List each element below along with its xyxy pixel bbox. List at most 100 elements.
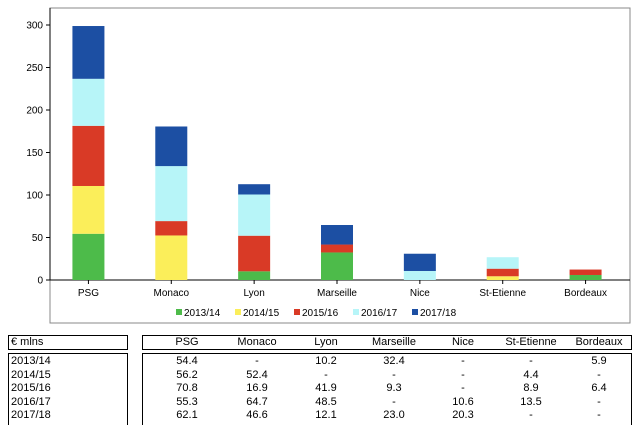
y-tick-label: 150 (26, 148, 43, 159)
table-cell: 46.6 (246, 409, 268, 422)
legend-label: 2016/17 (361, 308, 398, 319)
x-tick-label: Bordeaux (564, 288, 607, 299)
table-cell: - (529, 355, 533, 367)
y-tick-label: 50 (32, 233, 44, 244)
table-cell: 16.9 (246, 382, 268, 395)
table-cell: 5.9 (591, 355, 607, 367)
legend-swatch (294, 309, 300, 315)
table-cell: 10.2 (315, 355, 337, 367)
bar-segment-st-etienne-2015-16 (486, 268, 519, 277)
table-header-right: PSG Monaco Lyon Marseille Nice St-Etienne Bord… (142, 335, 632, 350)
data-table: € mlns PSG Monaco Lyon Marseille Nice St-Etie… (4, 335, 634, 425)
table-cell: - (392, 395, 396, 408)
table-row-label: 2017/18 (11, 409, 51, 422)
bar-segment-lyon-2017-18 (238, 184, 271, 195)
bar-segment-monaco-2017-18 (155, 126, 188, 167)
table-cell: 32.4 (383, 355, 405, 367)
bar-segment-psg-2016-17 (72, 78, 105, 126)
x-axis-labels: PSG Monaco Lyon Marseille Nice St-Etienne Bord… (78, 280, 607, 299)
table-cell: - (461, 368, 465, 381)
bar-segment-psg-2015-16 (72, 125, 105, 186)
table-cell: 20.3 (452, 409, 474, 422)
legend-label: 2017/18 (420, 308, 457, 319)
bar-segment-monaco-2014-15 (155, 235, 188, 280)
table-cell: 23.0 (383, 409, 405, 422)
legend-swatch (235, 309, 241, 315)
table-cell: 12.1 (315, 409, 337, 422)
table-cell: - (529, 409, 533, 422)
bar-segment-marseille-2013-14 (321, 252, 353, 280)
legend-swatch (412, 309, 418, 315)
table-row-labels: 2013/14 2014/15 2015/16 2016/17 2017/18 (8, 353, 128, 425)
table-cell: 54.4 (176, 355, 198, 367)
table-cell: 55.3 (176, 395, 198, 408)
table-cell: 6.4 (591, 382, 607, 395)
bar-stacks (72, 26, 602, 280)
x-tick-label: Lyon (243, 288, 264, 299)
y-tick-label: 200 (26, 106, 43, 117)
table-cell: 48.5 (315, 395, 337, 408)
table-header-left: € mlns (8, 335, 128, 350)
legend-swatch (176, 309, 182, 315)
table-cell: 9.3 (386, 382, 402, 395)
bar-segment-st-etienne-2014-15 (486, 276, 519, 280)
bar-segment-marseille-2015-16 (321, 244, 353, 253)
y-tick-label: 100 (26, 191, 43, 202)
table-row-label: 2014/15 (11, 368, 51, 381)
table-column-header: Marseille (371, 336, 416, 348)
table-cell: 4.4 (523, 368, 539, 381)
legend-label: 2014/15 (243, 308, 280, 319)
table-column-header: PSG (175, 336, 199, 348)
table-cell: - (324, 368, 328, 381)
bar-segment-bordeaux-2013-14 (569, 274, 602, 280)
legend-label: 2013/14 (184, 308, 221, 319)
x-tick-label: Nice (410, 288, 430, 299)
bar-segment-psg-2013-14 (72, 233, 105, 280)
bar-segment-lyon-2013-14 (238, 271, 271, 280)
table-cell: 64.7 (246, 395, 268, 408)
table-column-header: Nice (451, 336, 474, 348)
x-tick-label: St-Etienne (479, 288, 526, 299)
table-cell: - (597, 409, 601, 422)
bar-segment-lyon-2016-17 (238, 194, 271, 236)
table-cell: - (461, 355, 465, 367)
table-cell: 62.1 (176, 409, 198, 422)
table-column-header: St-Etienne (505, 336, 557, 348)
legend-label: 2015/16 (302, 308, 339, 319)
table-cell: 56.2 (176, 368, 198, 381)
bar-segment-monaco-2016-17 (155, 166, 188, 222)
table-cell: 41.9 (315, 382, 337, 395)
table-cell: - (597, 395, 601, 408)
y-axis-ticks: 0 50 100 150 200 250 300 (26, 21, 50, 287)
unit-label: € mlns (11, 336, 44, 348)
y-tick-label: 0 (37, 276, 43, 287)
bar-segment-st-etienne-2016-17 (486, 257, 519, 269)
table-cell: 8.9 (523, 382, 539, 395)
bar-segment-psg-2017-18 (72, 26, 105, 79)
table-column-header: Bordeaux (575, 336, 623, 348)
table-cell: 10.6 (452, 395, 474, 408)
table-row-label: 2013/14 (11, 355, 51, 367)
table-cell: - (597, 368, 601, 381)
table-cell: - (461, 382, 465, 395)
table-column-header: Lyon (314, 336, 338, 348)
table-cell: 52.4 (246, 368, 268, 381)
bar-segment-marseille-2017-18 (321, 225, 353, 245)
table-cell: - (255, 355, 259, 367)
legend-swatch (353, 309, 359, 315)
table-values: 54.4-10.2 32.4- -5.9 56.2 52.4- - -4.4-70.8 16.… (142, 353, 632, 425)
x-tick-label: Marseille (317, 288, 357, 299)
x-tick-label: Monaco (153, 288, 189, 299)
table-column-header: Monaco (237, 336, 277, 348)
bar-segment-psg-2014-15 (72, 185, 105, 234)
bar-segment-bordeaux-2015-16 (569, 269, 602, 275)
x-tick-label: PSG (78, 288, 99, 299)
table-cell: 13.5 (520, 395, 542, 408)
bar-segment-lyon-2015-16 (238, 235, 271, 272)
table-row-label: 2016/17 (11, 395, 51, 408)
y-tick-label: 300 (26, 21, 43, 32)
table-row-label: 2015/16 (11, 382, 51, 395)
bar-segment-nice-2017-18 (403, 253, 436, 271)
legend: 2013/14 2014/15 2015/16 2016/17 2017/18 (176, 308, 457, 319)
table-cell: - (392, 368, 396, 381)
